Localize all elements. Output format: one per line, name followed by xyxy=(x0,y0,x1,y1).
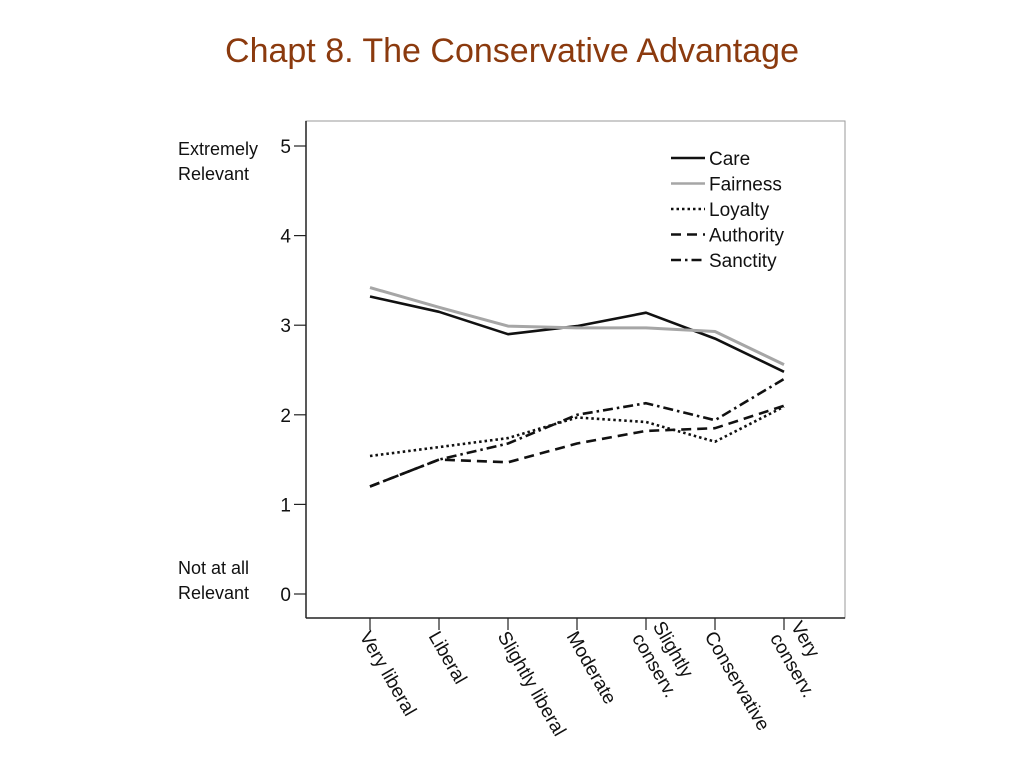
y-tick-label: 1 xyxy=(280,495,291,516)
legend-label-sanctity: Sanctity xyxy=(709,251,777,272)
x-tick-label-line: Liberal xyxy=(424,628,471,688)
legend-label-authority: Authority xyxy=(709,226,784,247)
y-axis-ticks: 0 1 2 3 4 5 xyxy=(280,137,306,606)
y-axis-annotations: Extremely Relevant Not at all Relevant xyxy=(178,139,258,603)
y-tick-label: 3 xyxy=(280,316,291,337)
series-group xyxy=(369,286,785,488)
y-tick-label: 4 xyxy=(280,227,291,248)
plot-frame xyxy=(305,120,846,619)
x-tick-label: Moderate xyxy=(562,628,620,708)
y-annotation-top: Extremely xyxy=(178,139,258,159)
y-annotation-bottom: Not at all xyxy=(178,558,249,578)
y-tick-label: 2 xyxy=(280,406,291,427)
page-title: Chapt 8. The Conservative Advantage xyxy=(225,32,799,70)
x-tick-label: Very liberal xyxy=(355,628,420,720)
y-annotation-bottom: Relevant xyxy=(178,583,249,603)
y-tick-label: 5 xyxy=(280,137,291,158)
legend: Care Fairness Loyalty Authority Sanctity xyxy=(671,149,784,272)
legend-label-loyalty: Loyalty xyxy=(709,200,770,221)
legend-label-fairness: Fairness xyxy=(709,175,782,196)
series-line-fairness xyxy=(369,286,785,366)
x-tick-label: Conservative xyxy=(700,628,774,735)
x-axis-ticks: Very liberal Liberal Slightly liberalModer… xyxy=(355,618,824,740)
series-line-authority xyxy=(369,404,785,488)
series-line-loyalty xyxy=(369,405,785,458)
x-tick-label-line: Moderate xyxy=(562,628,620,708)
x-tick-label-line: Very liberal xyxy=(355,628,420,720)
series-line-care xyxy=(369,295,785,373)
x-tick-label: Slightly liberal xyxy=(493,628,570,740)
x-tick-label: Liberal xyxy=(424,628,471,688)
x-tick-label-line: Slightly liberal xyxy=(493,628,570,740)
y-annotation-top: Relevant xyxy=(178,164,249,184)
series-line-sanctity xyxy=(369,377,785,488)
y-tick-label: 0 xyxy=(280,585,291,606)
x-tick-label-line: Conservative xyxy=(700,628,774,735)
legend-label-care: Care xyxy=(709,149,750,170)
